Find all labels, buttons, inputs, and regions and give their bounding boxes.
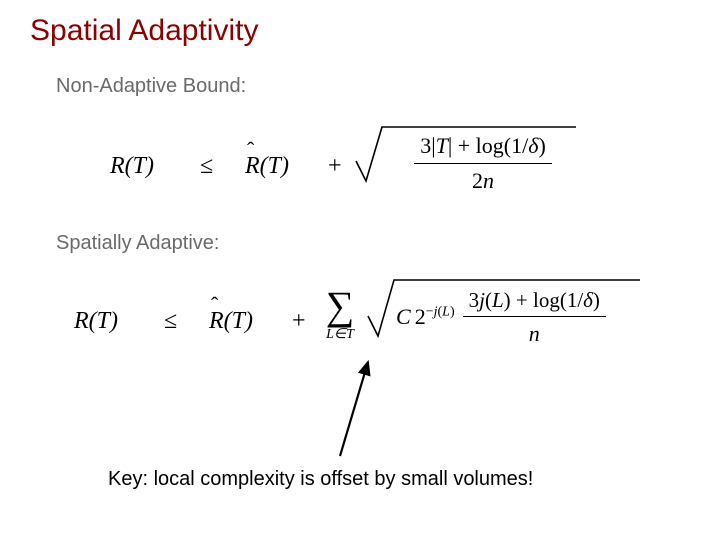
heading-spatially-adaptive: Spatially Adaptive: [56,232,219,255]
eq1-rhat: ˆ R(T) [245,153,289,180]
pointer-arrow-icon [300,360,380,460]
eq2-constant-C: C [396,304,411,330]
sigma-icon: ∑ [318,286,362,326]
eq2-numerator: 3j(L) + log(1/δ) [463,286,606,317]
eq1-fraction: 3|T| + log(1/δ) 2n [384,131,582,194]
eq2-lhs: R(T) [74,308,118,335]
eq1-leq: ≤ [200,153,213,180]
eq1-denominator: 2n [384,164,582,194]
eq2-radicand: C 2−j(L) 3j(L) + log(1/δ) n [396,286,606,347]
heading-non-adaptive: Non-Adaptive Bound: [56,75,246,98]
eq2-leq: ≤ [164,308,177,335]
slide-title: Spatial Adaptivity [30,14,258,48]
eq1-lhs: R(T) [110,153,154,180]
eq2-rhat: ˆ R(T) [209,308,253,335]
eq2-denominator: n [463,317,606,347]
eq2-fraction: 3j(L) + log(1/δ) n [463,286,606,347]
hat-icon: ˆ [211,292,218,318]
eq2-plus: + [292,308,306,335]
eq2-summation: ∑ L∈T [318,286,362,342]
key-caption: Key: local complexity is offset by small… [108,468,533,491]
hat-icon: ˆ [247,137,254,163]
eq1-numerator: 3|T| + log(1/δ) [414,131,552,164]
slide-content: Spatial Adaptivity Non-Adaptive Bound: R… [0,0,720,540]
eq1-plus: + [328,153,342,180]
eq2-sum-limit: L∈T [318,328,362,342]
eq2-exponent: 2−j(L) [415,304,455,330]
